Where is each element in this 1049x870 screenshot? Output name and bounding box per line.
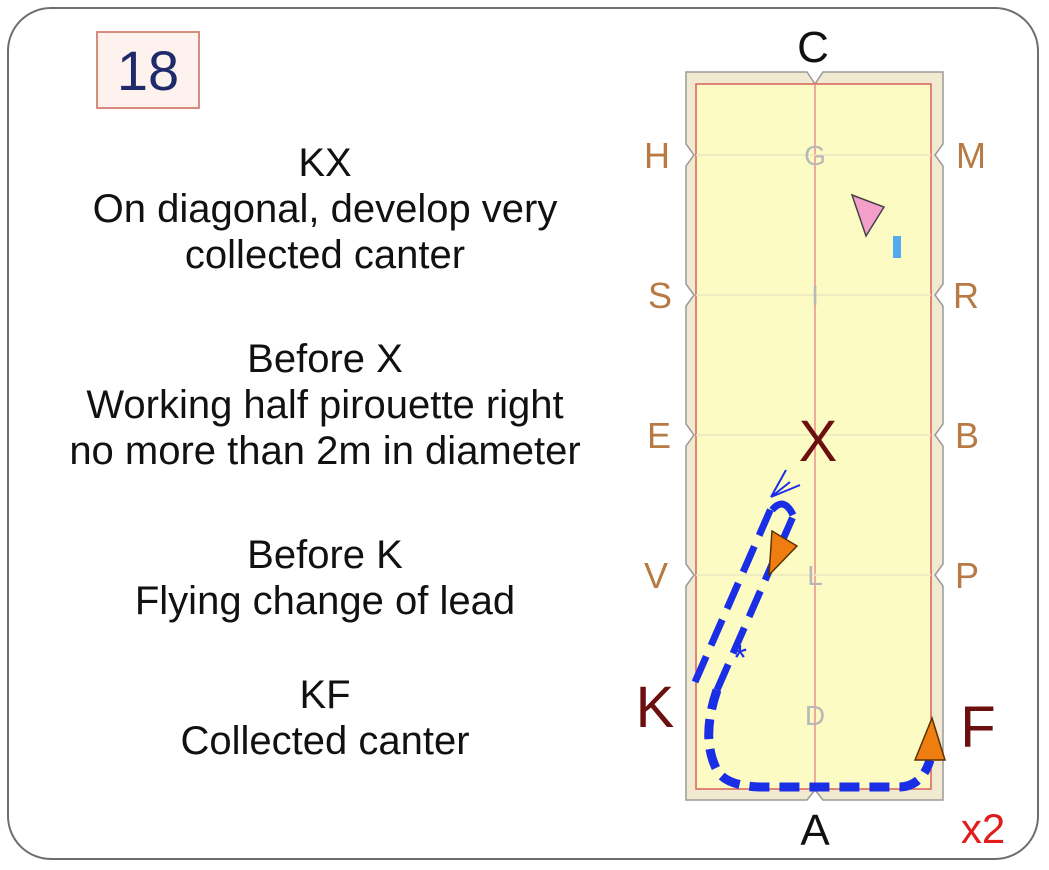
letter-s: S <box>648 275 672 316</box>
letter-a: A <box>800 806 830 855</box>
letter-f: F <box>960 695 995 760</box>
instruction-line: Working half pirouette right <box>86 383 564 427</box>
letter-r: R <box>953 275 979 316</box>
instruction-kf: KF Collected canter <box>0 672 650 764</box>
instruction-marker: Before X <box>247 337 403 381</box>
instruction-before-k: Before K Flying change of lead <box>0 532 650 624</box>
instruction-kx: KX On diagonal, develop very collected c… <box>0 140 650 278</box>
instruction-line: Collected canter <box>180 719 470 763</box>
letter-d: D <box>805 700 825 731</box>
arena-inner <box>695 83 932 790</box>
arrowhead-icon <box>770 469 801 498</box>
triangle-marker-icon <box>850 193 886 238</box>
letter-i: I <box>811 280 819 311</box>
repeat-label: x2 <box>961 805 1005 852</box>
blue-dash-marker <box>893 236 901 258</box>
instruction-before-x: Before X Working half pirouette right no… <box>0 336 650 474</box>
letter-k: K <box>636 675 675 740</box>
instruction-line: no more than 2m in diameter <box>69 429 581 473</box>
instruction-line: On diagonal, develop very <box>92 187 558 231</box>
letter-c: C <box>797 23 829 72</box>
triangle-marker-icon <box>768 529 799 577</box>
instruction-line: Flying change of lead <box>134 579 516 623</box>
pirouette-loop <box>769 500 797 517</box>
letter-h: H <box>644 135 670 176</box>
instruction-marker: KF <box>299 673 351 717</box>
asterisk-icon: * <box>733 637 747 678</box>
instruction-marker: KX <box>298 141 352 185</box>
letter-l: L <box>807 560 823 591</box>
grid-lines <box>696 154 931 576</box>
letter-x: X <box>799 409 838 474</box>
instruction-line: collected canter <box>184 233 466 277</box>
instruction-marker: Before K <box>247 533 403 577</box>
letter-v: V <box>644 555 668 596</box>
triangle-marker-icon <box>913 715 947 761</box>
letter-b: B <box>955 415 979 456</box>
test-number: 18 <box>96 31 200 109</box>
corner-path <box>704 688 935 792</box>
letter-g: G <box>804 140 826 171</box>
letter-e: E <box>647 415 671 456</box>
letter-p: P <box>955 555 979 596</box>
letter-m: M <box>956 135 986 176</box>
